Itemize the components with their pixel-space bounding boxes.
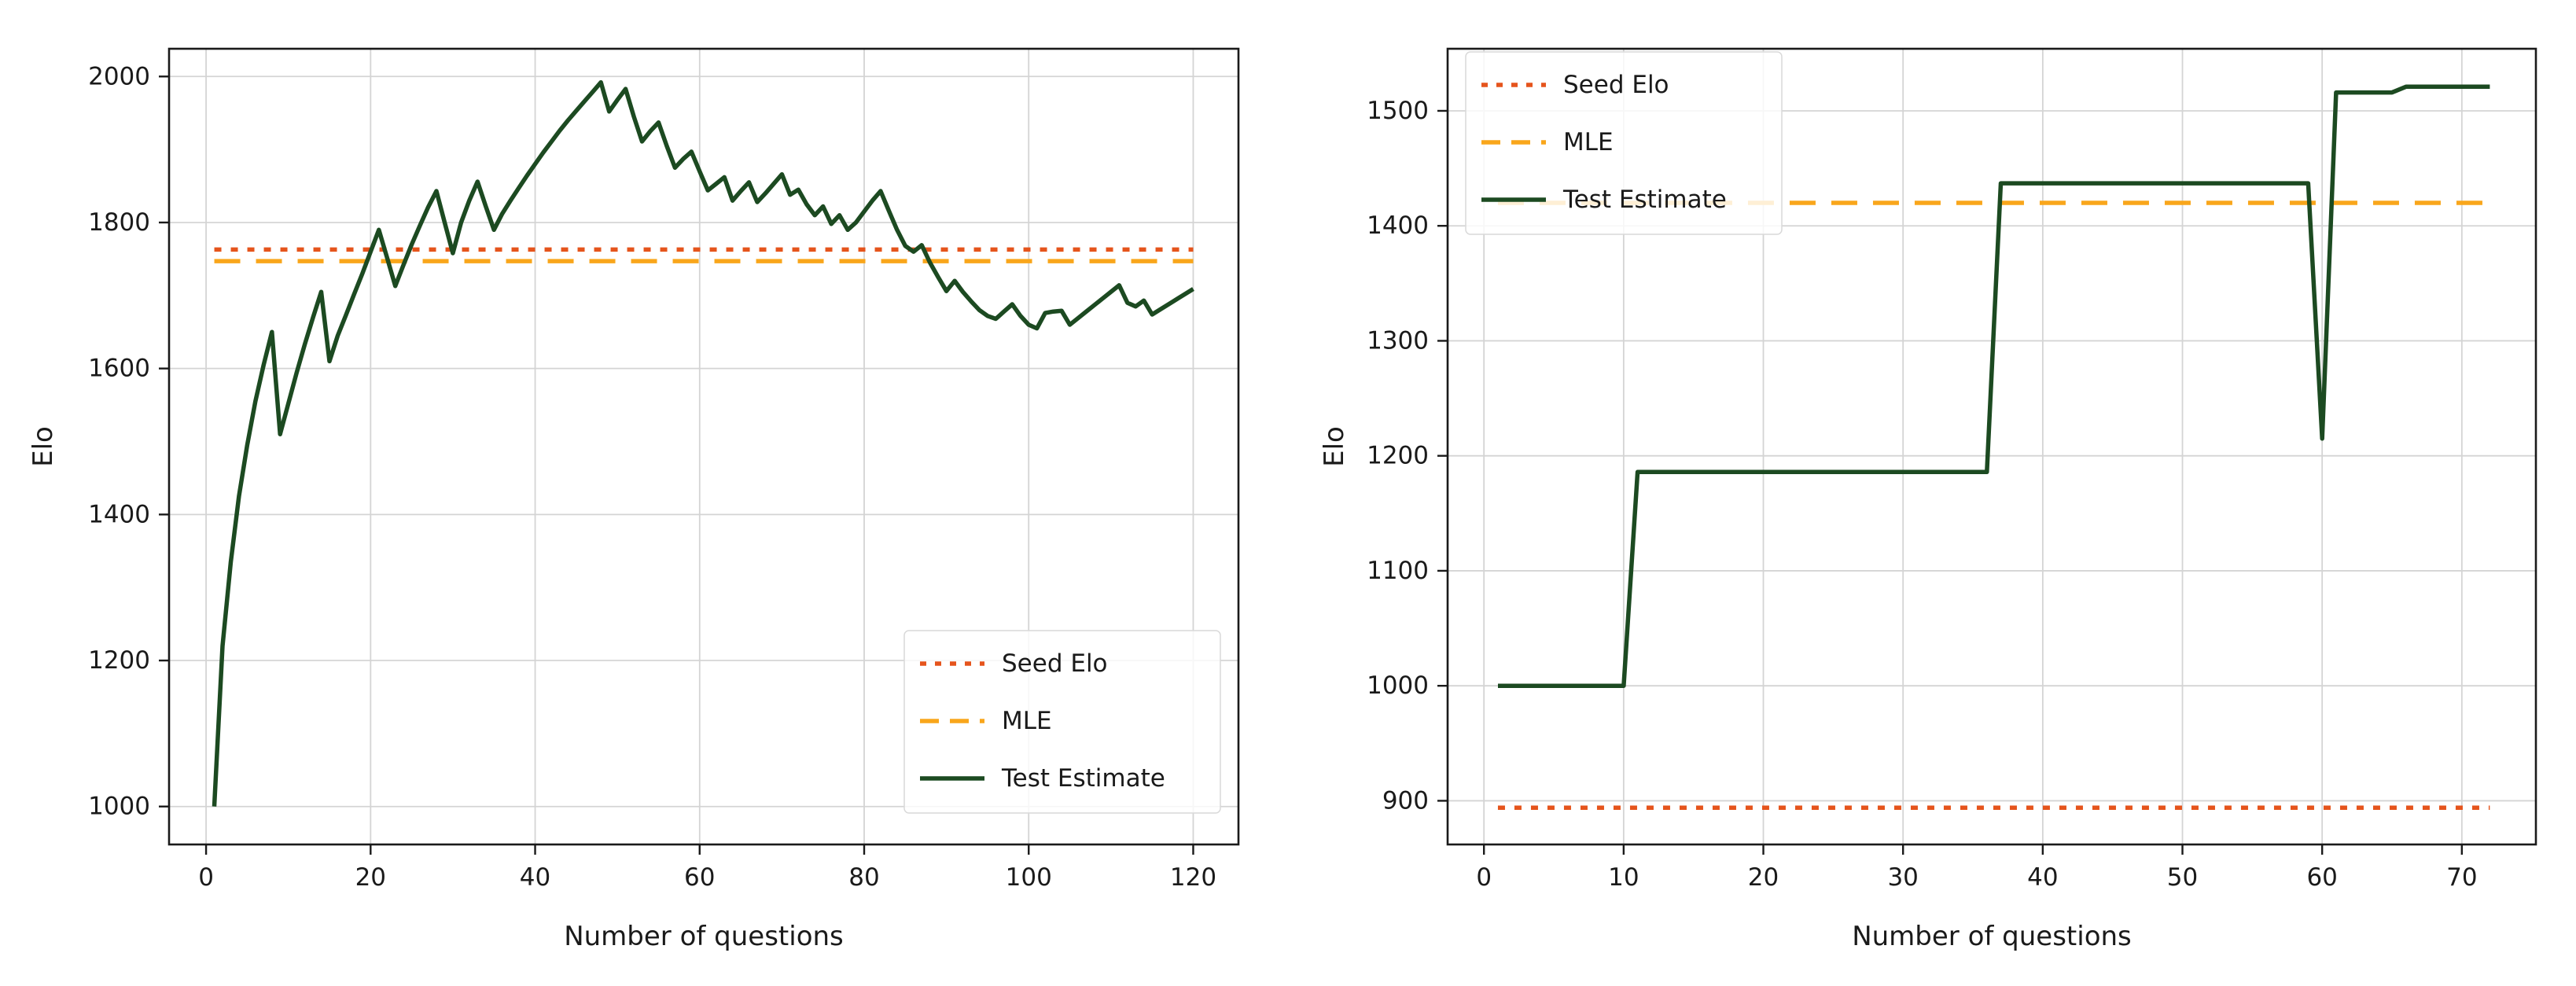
y-tick-label: 1100: [1367, 557, 1429, 585]
legend-label-test-estimate: Test Estimate: [1001, 764, 1165, 793]
legend-box: [1465, 51, 1783, 235]
axis-ticks: 0 20 40 60 80 100 120 1000 1200 1400 1600 1800 2000: [88, 62, 1216, 892]
y-tick-label: 1600: [88, 355, 150, 383]
series-group: [1497, 84, 2490, 810]
legend-label-seed-elo: Seed Elo: [1563, 71, 1669, 99]
y-tick-label: 1800: [88, 208, 150, 237]
legend-label-mle: MLE: [1002, 707, 1052, 735]
y-tick-label: 1400: [88, 500, 150, 528]
legend-label-test-estimate: Test Estimate: [1562, 186, 1727, 214]
x-tick-label: 20: [1748, 863, 1779, 892]
y-tick-label: 1200: [1367, 442, 1429, 470]
series-test-estimate: [212, 79, 1194, 807]
y-tick-label: 1400: [1367, 212, 1429, 240]
y-axis-label: Elo: [28, 426, 59, 467]
x-tick-label: 10: [1608, 863, 1639, 892]
y-tick-label: 1000: [1367, 671, 1429, 700]
legend-label-seed-elo: Seed Elo: [1002, 649, 1108, 678]
right-chart-panel: 0 10 20 30 40 50 60 70 900 1000 1100 1200 1300 1400 15…: [1288, 0, 2576, 986]
legend: Seed Elo MLE Test Estimate: [903, 630, 1221, 814]
x-tick-label: 40: [520, 863, 550, 892]
legend: Seed Elo MLE Test Estimate: [1465, 51, 1783, 235]
legend-label-mle: MLE: [1563, 128, 1614, 156]
left-chart-panel: 0 20 40 60 80 100 120 1000 1200 1400 1600 1800 2000 N…: [28, 47, 1240, 952]
x-tick-label: 100: [1006, 863, 1052, 892]
right-elo-chart: 0 10 20 30 40 50 60 70 900 1000 1100 1200 1300 1400 15…: [1319, 47, 2537, 952]
axes-spines: [167, 47, 1240, 846]
x-tick-label: 120: [1170, 863, 1216, 892]
gridlines: [169, 49, 1238, 844]
x-tick-label: 30: [1887, 863, 1918, 892]
x-axis-label: Number of questions: [564, 921, 844, 952]
y-axis-label: Elo: [1319, 426, 1350, 467]
y-tick-label: 2000: [88, 62, 150, 90]
y-tick-label: 1500: [1367, 97, 1429, 125]
y-tick-label: 1300: [1367, 326, 1429, 355]
x-tick-label: 0: [1476, 863, 1492, 892]
x-tick-label: 60: [684, 863, 715, 892]
x-tick-label: 20: [355, 863, 386, 892]
axes-spines: [1446, 47, 2537, 846]
x-tick-label: 40: [2027, 863, 2058, 892]
x-tick-label: 60: [2306, 863, 2337, 892]
axis-ticks: 0 10 20 30 40 50 60 70 900 1000 1100 1200 1300 1400 15…: [1367, 97, 2477, 892]
series-test-estimate: [1498, 84, 2490, 688]
left-elo-chart: 0 20 40 60 80 100 120 1000 1200 1400 1600 1800 2000 N…: [28, 47, 1240, 952]
x-tick-label: 50: [2167, 863, 2198, 892]
series-group: [212, 79, 1194, 807]
y-tick-label: 900: [1382, 786, 1429, 815]
x-tick-label: 80: [848, 863, 879, 892]
y-tick-label: 1200: [88, 646, 150, 675]
x-axis-label: Number of questions: [1852, 921, 2132, 952]
x-tick-label: 70: [2446, 863, 2477, 892]
x-tick-label: 0: [198, 863, 214, 892]
legend-box: [903, 630, 1221, 814]
y-tick-label: 1000: [88, 793, 150, 821]
